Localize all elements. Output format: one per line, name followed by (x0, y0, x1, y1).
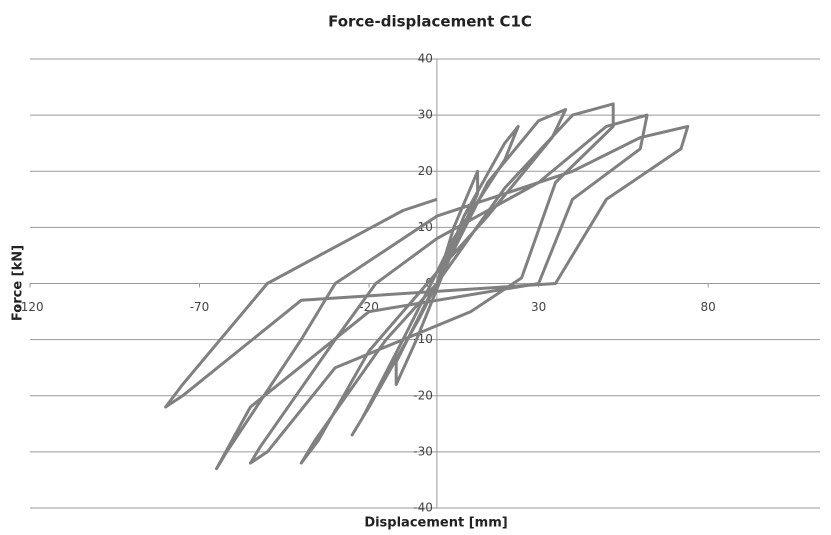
y-axis-title: Force [kN] (11, 245, 26, 321)
y-tick-label: -20 (413, 388, 433, 402)
y-tick-label: -40 (413, 501, 433, 515)
y-tick-label: -30 (413, 444, 433, 458)
y-tick-label: 20 (418, 164, 433, 178)
y-tick-label: 30 (418, 108, 433, 122)
x-tick-label: -70 (190, 300, 210, 314)
chart-title: Force-displacement C1C (328, 13, 532, 31)
x-tick-label: 30 (531, 300, 546, 314)
x-tick-label: -120 (16, 300, 43, 314)
hysteresis-curve (164, 102, 690, 471)
y-tick-label: 10 (418, 220, 433, 234)
x-tick-label: 80 (700, 300, 715, 314)
x-axis-title: Displacement [mm] (364, 516, 507, 531)
y-tick-label: 40 (418, 52, 433, 66)
